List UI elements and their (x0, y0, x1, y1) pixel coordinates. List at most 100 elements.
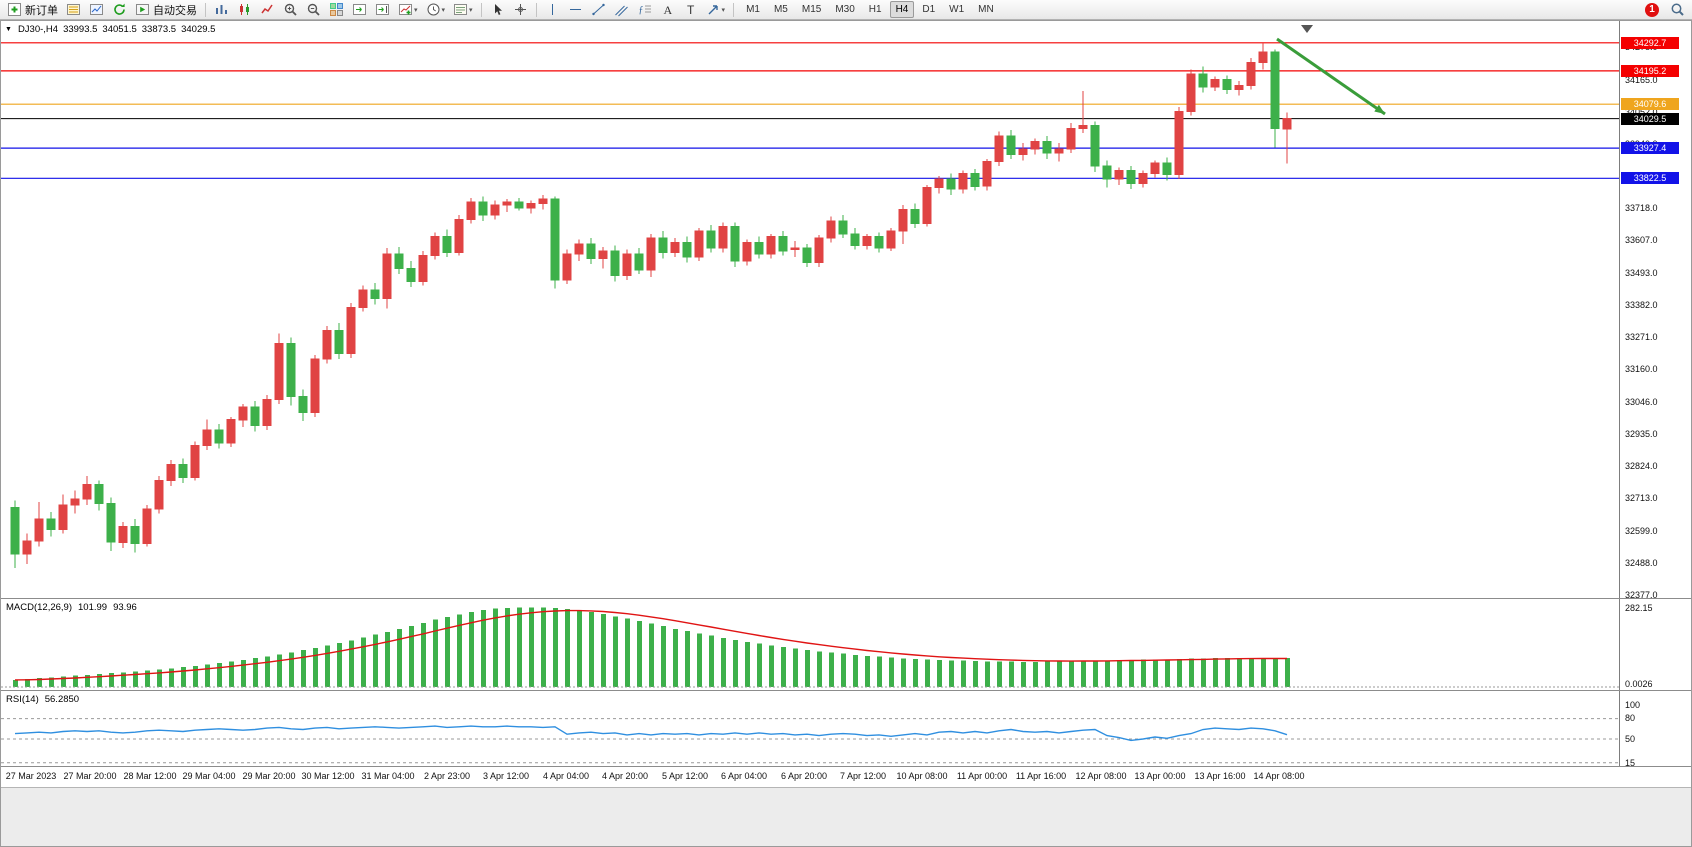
chart-shift-marker[interactable] (1301, 25, 1313, 33)
horizontal-line-icon (569, 9, 581, 10)
macd-signal-value: 93.96 (113, 602, 137, 613)
candlestick-chart-button[interactable] (234, 1, 255, 19)
timeframe-mn-button[interactable]: MN (978, 4, 994, 15)
template-icon (454, 4, 468, 15)
zoom-in-button[interactable] (280, 1, 301, 19)
timeframe-d1-button[interactable]: D1 (922, 4, 936, 15)
time-axis-label: 27 Mar 20:00 (63, 771, 117, 781)
price-axis-label: 33718.0 (1625, 203, 1658, 213)
horizontal-line-button[interactable] (565, 1, 586, 19)
notification-badge[interactable]: 1 (1645, 2, 1659, 17)
indicators-button[interactable]: ▾ (395, 1, 421, 19)
timeframe-h4-button[interactable]: H4 (889, 1, 915, 18)
market-watch-button[interactable] (63, 1, 84, 19)
time-axis-label: 3 Apr 12:00 (482, 771, 530, 781)
time-axis-label: 28 Mar 12:00 (123, 771, 177, 781)
timeframe-m1-button[interactable]: M1 (746, 4, 760, 15)
crosshair-button[interactable] (510, 1, 531, 19)
templates-button[interactable]: ▾ (450, 1, 476, 19)
dropdown-caret-icon: ▾ (414, 6, 418, 14)
price-axis-label: 32935.0 (1625, 429, 1658, 439)
svg-text:ƒ: ƒ (638, 5, 643, 16)
charts-window-button[interactable] (86, 1, 107, 19)
rsi-pane-canvas[interactable] (1, 691, 1619, 767)
price-tag-34292.7[interactable]: 34292.7 (1621, 37, 1679, 49)
new-order-button[interactable]: 新订单 (4, 1, 61, 19)
auto-trading-icon (136, 4, 149, 15)
time-axis-label: 5 Apr 12:00 (661, 771, 709, 781)
candlestick-chart-icon (240, 4, 249, 15)
main-chart-canvas[interactable] (1, 21, 1619, 599)
toolbar-separator (535, 2, 537, 17)
price-axis-label: 32713.0 (1625, 493, 1658, 503)
timeframe-m5-button[interactable]: M5 (773, 4, 788, 15)
macd-main-value: 101.99 (78, 602, 108, 613)
vertical-line-icon (551, 4, 553, 15)
zoom-in-icon (284, 3, 297, 16)
price-axis-label: 33382.0 (1625, 300, 1658, 310)
price-tag-33927.4[interactable]: 33927.4 (1621, 142, 1679, 154)
price-tag-34029.5[interactable]: 34029.5 (1621, 113, 1679, 125)
rsi-line (14, 725, 1288, 742)
timeframe-w1-button[interactable]: W1 (949, 4, 965, 15)
price-tag-34195.2[interactable]: 34195.2 (1621, 65, 1679, 77)
timeframe-m30-button[interactable]: M30 (835, 4, 855, 15)
channel-icon (614, 5, 628, 17)
search-button[interactable] (1667, 1, 1688, 19)
time-axis[interactable]: 27 Mar 2023 27 Mar 20:00 28 Mar 12:00 29 Ma… (1, 767, 1691, 787)
svg-text:T: T (687, 3, 695, 17)
price-axis-separator (1619, 21, 1620, 767)
tile-windows-button[interactable] (326, 1, 347, 19)
time-axis-label: 12 Apr 08:00 (1075, 771, 1127, 781)
zoom-out-button[interactable] (303, 1, 324, 19)
timeframe-m15-button[interactable]: M15 (801, 4, 822, 15)
dropdown-caret-icon: ▾ (721, 6, 726, 14)
timeframe-h1-button[interactable]: H1 (868, 4, 882, 15)
pane-separator[interactable] (1, 598, 1691, 599)
macd-signal-line (14, 609, 1287, 681)
cursor-button[interactable] (487, 1, 508, 19)
trendline-button[interactable] (588, 1, 609, 19)
trend-arrow[interactable] (1276, 37, 1386, 116)
auto-trading-button[interactable]: 自动交易 (132, 1, 200, 19)
price-tag-33822.5[interactable]: 33822.5 (1621, 172, 1679, 184)
time-axis-label: 6 Apr 20:00 (780, 771, 828, 781)
chart-window[interactable]: ▼ DJ30-,H4 33993.5 34051.5 33873.5 34029… (0, 20, 1692, 847)
text-tool-button[interactable]: A (657, 1, 678, 19)
new-order-label: 新订单 (25, 4, 58, 17)
rsi-scale-15: 15 (1625, 758, 1636, 768)
market-watch-icon (67, 4, 80, 15)
periods-button[interactable]: ▾ (423, 1, 449, 19)
ohlc-high: 34051.5 (102, 24, 137, 35)
time-axis-label: 6 Apr 04:00 (720, 771, 768, 781)
price-axis-label: 33160.0 (1625, 364, 1658, 374)
bar-chart-icon (216, 5, 227, 14)
indicators-icon (399, 4, 412, 15)
refresh-button[interactable] (109, 1, 130, 19)
macd-pane-canvas[interactable] (1, 599, 1619, 691)
pane-separator[interactable] (1, 690, 1691, 691)
rsi-scale-100: 100 (1625, 700, 1641, 710)
price-tag-34079.6[interactable]: 34079.6 (1621, 98, 1679, 110)
auto-scroll-button[interactable] (349, 1, 370, 19)
chart-shift-icon (376, 4, 389, 15)
horizontal-levels[interactable] (1, 42, 1619, 179)
bar-chart-button[interactable] (211, 1, 232, 19)
vertical-line-button[interactable] (542, 1, 563, 19)
cursor-icon (494, 4, 502, 15)
line-chart-button[interactable] (257, 1, 278, 19)
one-click-collapse-icon[interactable]: ▼ (5, 26, 12, 33)
time-axis-label: 29 Mar 04:00 (182, 771, 236, 781)
rsi-label: RSI(14) 56.2850 (6, 694, 79, 705)
label-tool-button[interactable]: T (680, 1, 701, 19)
trendline-icon (591, 3, 605, 16)
line-chart-icon (261, 4, 273, 14)
arrows-tool-button[interactable]: ▾ (703, 1, 729, 19)
channel-button[interactable] (611, 1, 632, 19)
time-axis-separator (1, 766, 1691, 767)
chart-shift-button[interactable] (372, 1, 393, 19)
fibonacci-button[interactable]: ƒ (634, 1, 655, 19)
rsi-value: 56.2850 (44, 694, 80, 705)
candlestick-series (10, 43, 1292, 569)
